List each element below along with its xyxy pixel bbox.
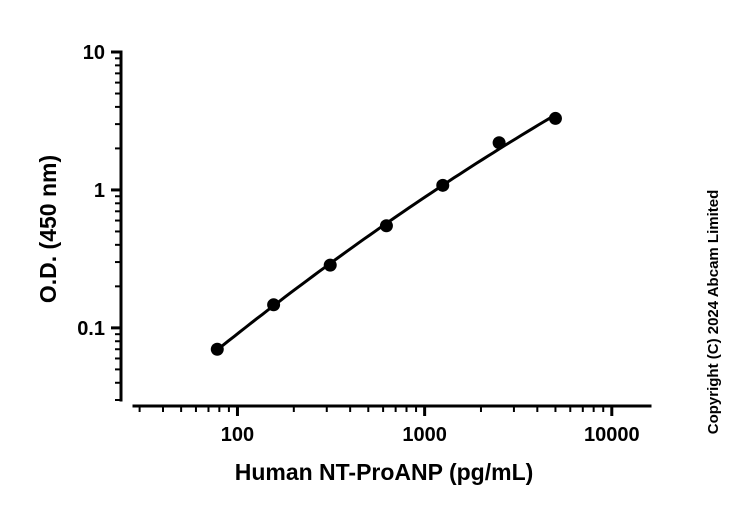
x-tick-label: 10000 xyxy=(584,424,640,446)
fit-curve xyxy=(216,113,557,351)
data-point xyxy=(436,178,450,192)
y-tick-label: 10 xyxy=(83,42,105,64)
data-point xyxy=(210,342,224,356)
data-point xyxy=(492,136,506,150)
y-tick-label: 1 xyxy=(94,180,105,202)
x-axis-title: Human NT-ProANP (pg/mL) xyxy=(235,459,534,485)
copyright-text: Copyright (C) 2024 Abcam Limited xyxy=(705,190,722,434)
data-point xyxy=(267,298,281,312)
fit-curve-group xyxy=(216,113,557,351)
x-tick-label: 1000 xyxy=(402,424,447,446)
y-axis-title: O.D. (450 nm) xyxy=(35,155,61,303)
ticks: 0.1 1 10 100 1000 10000 xyxy=(77,42,639,446)
x-tick-label: 100 xyxy=(221,424,254,446)
data-point xyxy=(379,219,393,233)
data-points xyxy=(210,111,562,356)
data-point xyxy=(323,258,337,272)
data-point xyxy=(548,111,562,125)
y-tick-label: 0.1 xyxy=(77,318,105,340)
